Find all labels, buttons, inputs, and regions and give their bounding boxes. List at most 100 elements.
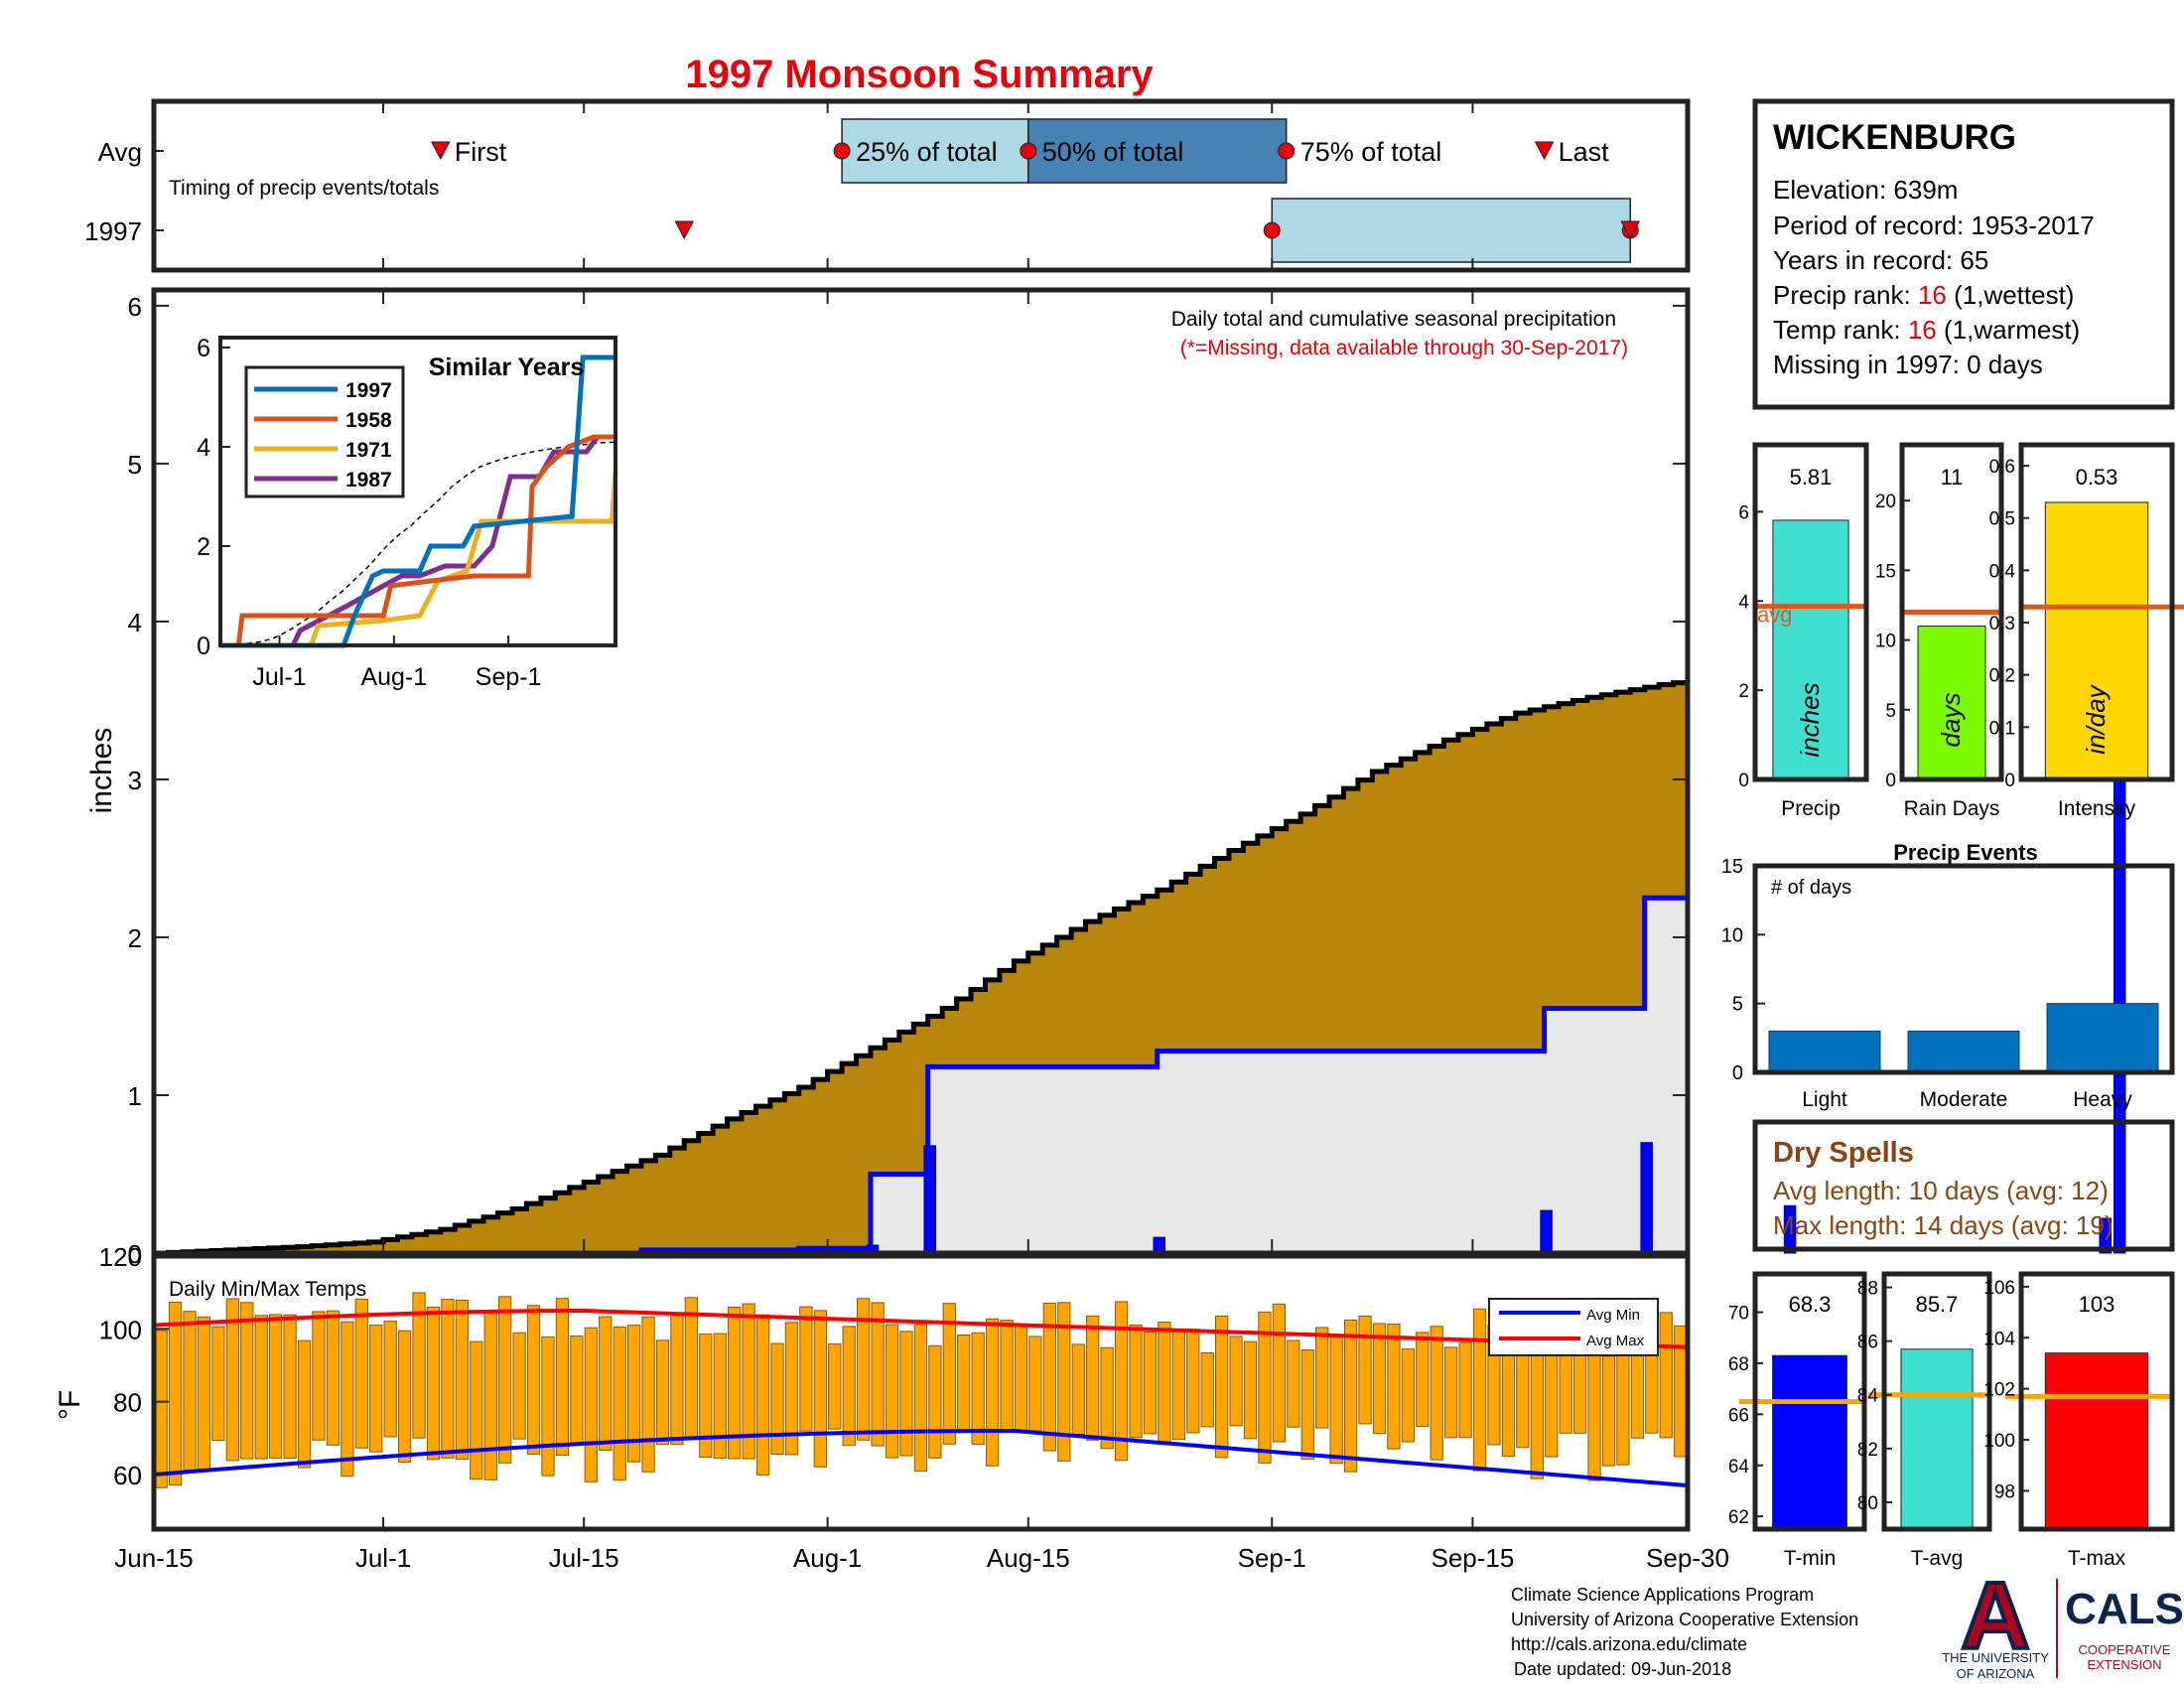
daily-temp-bar	[670, 1313, 684, 1446]
temp-stat-bar	[1900, 1348, 1974, 1530]
events-ytick-label: 15	[1721, 856, 1743, 878]
daily-temp-bar	[1100, 1346, 1114, 1450]
cals-line2: EXTENSION	[2087, 1657, 2161, 1672]
daily-temp-bar	[1229, 1336, 1243, 1427]
daily-temp-bar	[1315, 1327, 1329, 1429]
cumulative-area	[154, 898, 1688, 1253]
dry-frame	[1752, 1119, 2175, 1252]
daily-temp-bar	[971, 1332, 985, 1445]
daily-temp-bar	[770, 1342, 784, 1456]
daily-temp-bar	[269, 1314, 283, 1459]
daily-temp-bar	[483, 1311, 497, 1480]
inset-legend-label: 1971	[345, 439, 392, 462]
precip-stat-unit: inches	[1795, 682, 1825, 757]
daily-temp-bar	[857, 1298, 871, 1441]
daily-temp-bar	[455, 1299, 469, 1460]
precip-stat-ytick-label: 0.5	[1989, 509, 2015, 530]
precip-stat-ytick-label: 15	[1875, 561, 1896, 582]
daily-temp-bar	[1358, 1315, 1372, 1425]
precip-stat-value: 11	[1941, 465, 1964, 490]
timing-panel: Avg 1997 Timing of precip events/totals …	[84, 98, 1691, 273]
temp-stat-label: T-max	[2068, 1547, 2126, 1570]
temp-stat-ytick-label: 88	[1857, 1279, 1878, 1300]
events-ytick-label: 0	[1732, 1062, 1743, 1084]
legend-avg-max: Avg Max	[1586, 1333, 1645, 1349]
inset-ytick-label: 0	[197, 633, 210, 660]
timing-avg-label: Avg	[98, 137, 142, 167]
daily-temp-bar	[1343, 1319, 1358, 1473]
event-bar	[2046, 1003, 2159, 1073]
daily-temp-bar	[1387, 1324, 1401, 1450]
year-q25-marker	[1263, 221, 1281, 239]
event-category-label: Heavy	[2073, 1088, 2132, 1111]
date-tick-label: Sep-30	[1646, 1543, 1729, 1573]
missing-note: (*=Missing, data available through 30-Se…	[1180, 337, 1628, 359]
daily-temp-bar	[1057, 1302, 1071, 1462]
station-name: WICKENBURG	[1773, 118, 2016, 157]
daily-temp-bar	[799, 1306, 813, 1432]
precip-stat-ytick-label: 0.6	[1989, 457, 2015, 478]
daily-temp-bar	[1530, 1338, 1544, 1479]
precip-events-chart: Precip Events Light Moderate Heavy 0 5 10 15 #…	[1721, 840, 2175, 1111]
inset-ytick-label: 4	[197, 434, 210, 462]
precip-stat-ytick-label: 0.1	[1989, 718, 2015, 739]
temp-ytick-label: 60	[113, 1461, 142, 1490]
main-ytick-label: 5	[128, 450, 142, 480]
daily-temp-bar	[240, 1302, 254, 1460]
inset-legend-label: 1987	[345, 469, 392, 492]
event-bar	[1907, 1030, 2020, 1073]
temp-title: Daily Min/Max Temps	[169, 1278, 366, 1301]
cals-logo: CALS	[2065, 1585, 2184, 1633]
precip-stat-bar	[1917, 626, 1986, 780]
avg-cumulative-line	[154, 680, 1691, 1256]
daily-temp-bar	[813, 1310, 827, 1468]
avg-q25-q50-box	[841, 118, 1029, 184]
precip-stat-unit: in/day	[2081, 683, 2111, 754]
daily-temp-bar	[755, 1314, 770, 1476]
daily-temp-bar	[655, 1339, 670, 1446]
temp-stat-frame	[1752, 1271, 1867, 1532]
temp-stat-ytick-label: 106	[1983, 1278, 2015, 1299]
daily-temp-bar	[297, 1339, 312, 1469]
daily-temp-bar	[526, 1305, 541, 1455]
inset-series-1971	[220, 471, 618, 648]
precip-stat-frame	[1899, 442, 2004, 782]
daily-temp-bar	[283, 1314, 297, 1460]
temp-stat-value: 103	[2079, 1292, 2116, 1317]
daily-temp-bar	[211, 1326, 225, 1441]
station-elevation: Elevation: 639m	[1773, 175, 1958, 205]
inset-ytick-label: 2	[197, 533, 210, 561]
daily-temp-bar	[728, 1307, 742, 1460]
temp-stat-label: T-min	[1784, 1547, 1837, 1570]
daily-temp-bar	[1272, 1303, 1287, 1443]
daily-temp-bar	[584, 1327, 598, 1482]
daily-temp-bar	[225, 1298, 239, 1462]
inset-legend: 1997 1958 1971 1987	[244, 365, 405, 498]
daily-temp-bar	[899, 1331, 913, 1457]
daily-temp-bar	[197, 1317, 211, 1473]
dry-max-length: Max length: 14 days (avg: 19)	[1773, 1210, 2114, 1240]
daily-temp-bar	[1215, 1315, 1229, 1459]
temp-stat-ytick-label: 66	[1728, 1405, 1749, 1426]
event-category-label: Moderate	[1920, 1088, 2008, 1111]
date-tick-label: Jun-15	[114, 1543, 194, 1573]
main-chart-title: Daily total and cumulative seasonal prec…	[1171, 308, 1616, 331]
temp-stat-frame	[2018, 1271, 2175, 1532]
ua-logo: A THE UNIVERSITY OF ARIZONA CALS COOPERA…	[1942, 1561, 2184, 1681]
daily-temp-bar	[613, 1326, 626, 1481]
daily-temp-bar	[871, 1302, 885, 1447]
daily-temp-bar	[1086, 1315, 1100, 1441]
daily-temp-bar	[397, 1330, 412, 1464]
daily-temp-bar	[928, 1344, 942, 1459]
temp-ylabel: °F	[54, 1390, 86, 1420]
daily-temp-bar	[168, 1302, 183, 1486]
main-ytick-label: 3	[128, 766, 142, 795]
inset-axes: 0 2 4 6 Jul-1 Aug-1 Sep-1	[197, 335, 541, 691]
daily-precip-bar	[1640, 1142, 1653, 1254]
avg-q50-marker	[1020, 142, 1037, 160]
precip-stat-ytick-label: 0	[1885, 771, 1896, 791]
precip-stat-ytick-label: 4	[1738, 592, 1749, 613]
inset-series-1997	[220, 354, 615, 648]
precip-stat-ytick-label: 5	[1885, 701, 1896, 722]
